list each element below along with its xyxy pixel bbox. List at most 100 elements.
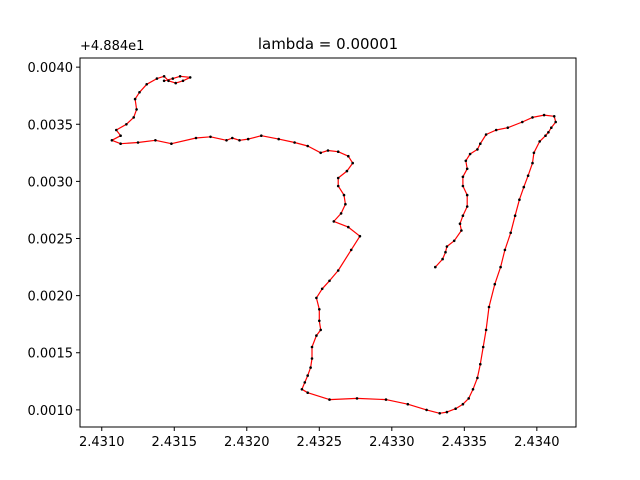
data-point: [444, 250, 447, 254]
data-point: [318, 308, 321, 311]
data-point: [178, 75, 182, 78]
data-point: [532, 151, 536, 155]
y-offset-label: +4.884e1: [80, 39, 144, 54]
data-point: [300, 388, 304, 391]
data-point: [479, 142, 482, 145]
data-point: [438, 412, 442, 415]
y-tick-label: 0.0010: [28, 404, 74, 419]
data-point: [119, 134, 122, 137]
y-tick-label: 0.0040: [28, 61, 74, 76]
data-point: [336, 150, 340, 153]
data-point: [119, 142, 122, 145]
data-point: [174, 81, 177, 85]
data-layer: [110, 75, 557, 415]
data-point: [467, 397, 471, 400]
data-point: [461, 214, 465, 217]
y-tick-label: 0.0020: [28, 290, 74, 305]
data-point: [454, 407, 457, 411]
data-point: [293, 141, 296, 144]
data-point: [441, 257, 444, 261]
data-point: [522, 185, 526, 189]
data-point: [246, 137, 250, 141]
data-point: [326, 149, 330, 152]
axes-frame: [79, 57, 577, 428]
data-point: [465, 205, 469, 208]
data-point: [531, 161, 534, 165]
data-point: [445, 410, 449, 414]
data-point: [468, 152, 472, 156]
y-tick-label: 0.0030: [28, 175, 74, 190]
data-point: [458, 222, 462, 225]
data-point: [461, 402, 465, 406]
data-point: [315, 334, 318, 337]
data-point: [552, 115, 556, 118]
data-point: [445, 245, 449, 248]
data-point: [336, 176, 340, 180]
data-point: [136, 141, 140, 144]
data-point: [135, 108, 138, 111]
data-point: [181, 79, 185, 83]
data-point: [481, 345, 485, 349]
x-tick-label: 2.4330: [369, 435, 415, 450]
data-point: [315, 296, 318, 300]
data-point: [332, 220, 336, 223]
y-tick-label: 0.0015: [28, 347, 74, 362]
data-point: [115, 128, 118, 132]
data-point: [309, 366, 312, 369]
data-point: [476, 376, 479, 380]
data-point: [521, 120, 524, 124]
data-point: [209, 135, 212, 139]
data-point: [132, 116, 135, 119]
data-point: [487, 305, 491, 309]
data-point: [465, 167, 469, 171]
data-point: [384, 398, 388, 401]
data-point: [465, 193, 469, 197]
data-point: [188, 76, 192, 79]
data-point: [339, 212, 343, 215]
data-point: [318, 319, 321, 323]
data-point: [526, 174, 530, 177]
y-tick-label: 0.0035: [28, 118, 74, 133]
data-point: [154, 139, 157, 142]
data-point: [133, 97, 137, 101]
data-point: [310, 357, 314, 360]
data-point: [336, 269, 340, 272]
plot-area: [80, 58, 576, 427]
data-point: [460, 229, 463, 232]
data-point: [145, 83, 148, 86]
x-tick-label: 2.4335: [442, 435, 488, 450]
data-point: [138, 91, 141, 94]
x-axis: 2.4310 2.4315 2.4320 2.4325 2.4330 2.4335 2.43…: [79, 427, 560, 450]
data-point: [336, 184, 340, 188]
y-axis: 0.0010 0.0015 0.0020 0.0025 0.0030 0.0035 0.00…: [28, 61, 80, 419]
data-point: [479, 362, 482, 366]
data-point: [493, 282, 497, 286]
data-point: [342, 193, 346, 197]
data-point: [452, 239, 456, 243]
data-point: [351, 161, 355, 165]
data-point: [461, 184, 465, 188]
data-point: [319, 151, 323, 155]
data-point: [513, 214, 517, 217]
data-point: [544, 134, 547, 137]
data-point: [344, 202, 347, 206]
x-tick-label: 2.4320: [224, 435, 270, 450]
data-point: [349, 248, 353, 252]
data-point: [547, 131, 550, 134]
data-point: [328, 279, 331, 283]
data-point: [499, 265, 502, 269]
data-point: [471, 388, 475, 391]
data-point: [506, 126, 510, 129]
data-point: [503, 248, 507, 252]
data-point: [464, 159, 468, 163]
y-tick-label: 0.0025: [28, 233, 74, 248]
x-tick-label: 2.4325: [297, 435, 343, 450]
data-point: [162, 79, 166, 83]
x-tick-label: 2.4310: [79, 435, 125, 450]
data-point: [310, 345, 314, 349]
data-point: [170, 142, 173, 145]
data-point: [238, 139, 241, 142]
data-point: [355, 397, 359, 400]
data-point: [167, 79, 170, 83]
data-point: [125, 123, 128, 126]
